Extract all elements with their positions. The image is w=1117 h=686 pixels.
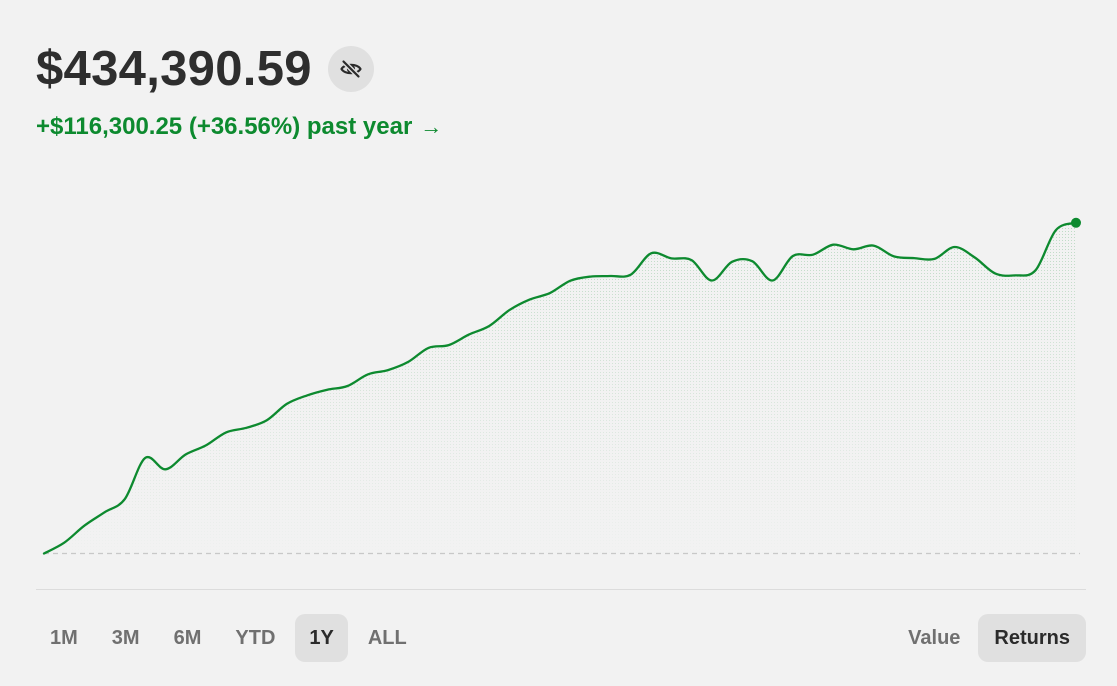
hide-balance-button[interactable] — [327, 46, 374, 92]
range-tab-1m[interactable]: 1M — [50, 626, 78, 649]
balance-row: $434,390.59 — [36, 40, 374, 98]
mode-tab-returns[interactable]: Returns — [978, 614, 1086, 662]
chart-series-line — [42, 221, 1078, 555]
range-tab-3m[interactable]: 3M — [111, 626, 140, 649]
chart-divider — [36, 589, 1086, 590]
range-tab-ytd[interactable]: YTD — [235, 626, 276, 649]
range-tab-all[interactable]: ALL — [367, 626, 407, 649]
mode-tabs: Value Returns — [892, 614, 1086, 662]
chart-current-point — [1071, 217, 1081, 228]
portfolio-balance: $434,390.59 — [36, 42, 312, 96]
mode-tab-value[interactable]: Value — [908, 626, 961, 649]
performance-chart — [42, 217, 1081, 555]
chart-area-fill — [44, 222, 1076, 554]
range-tab-6m[interactable]: 6M — [173, 626, 202, 649]
range-tabs: 1M 3M 6M YTD 1Y ALL — [36, 614, 421, 662]
change-link[interactable]: +$116,300.25 (+36.56%) past year → — [36, 111, 442, 143]
range-tab-1y[interactable]: 1Y — [295, 614, 348, 662]
eye-slash-icon — [340, 59, 362, 79]
arrow-right-icon: → — [420, 114, 443, 139]
change-text: +$116,300.25 (+36.56%) past year — [36, 113, 413, 140]
